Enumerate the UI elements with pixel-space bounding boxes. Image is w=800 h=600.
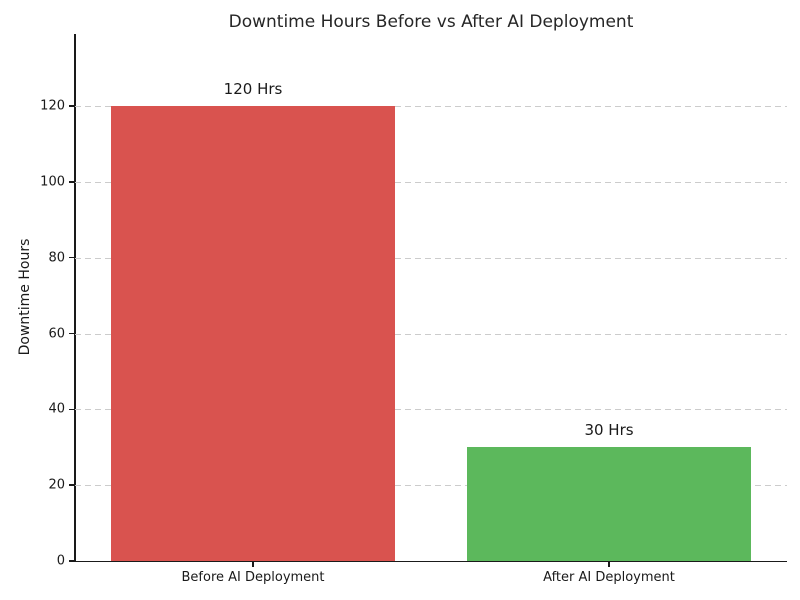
x-tick-mark: [252, 562, 254, 567]
y-tick-label: 120: [40, 98, 65, 114]
y-tick-mark: [69, 256, 74, 259]
y-tick-mark: [69, 181, 74, 183]
y-tick-label: 100: [40, 174, 65, 190]
y-axis-spine: [74, 34, 76, 561]
gridline: [75, 257, 787, 259]
y-tick-label: 80: [48, 250, 65, 266]
bar: [110, 106, 396, 561]
y-tick-label: 60: [48, 326, 65, 342]
y-tick-label: 20: [48, 477, 65, 493]
gridline: [75, 409, 787, 411]
y-tick-label: 0: [56, 553, 65, 569]
gridline: [75, 181, 787, 183]
gridline: [75, 333, 787, 335]
y-tick-mark: [69, 484, 74, 486]
y-tick-mark: [69, 560, 74, 562]
bar: [466, 447, 752, 561]
y-tick-mark: [69, 332, 74, 335]
chart-title: Downtime Hours Before vs After AI Deploy…: [228, 12, 634, 32]
y-tick-label: 40: [48, 401, 65, 417]
bar-value-label: 120 Hrs: [223, 80, 283, 99]
plot-area: 0 20 40 60 80 100 120 120 Hrs Before AI Deployme…: [40, 34, 787, 585]
bar-value-label: 30 Hrs: [584, 421, 634, 440]
x-axis-spine: [74, 560, 787, 562]
x-tick-label: Before AI Deployment: [181, 570, 325, 585]
x-tick-label: After AI Deployment: [543, 570, 675, 585]
y-tick-mark: [69, 408, 74, 411]
x-tick-mark: [608, 562, 610, 567]
gridline: [75, 106, 787, 108]
gridline: [75, 485, 787, 487]
y-tick-mark: [69, 105, 74, 107]
